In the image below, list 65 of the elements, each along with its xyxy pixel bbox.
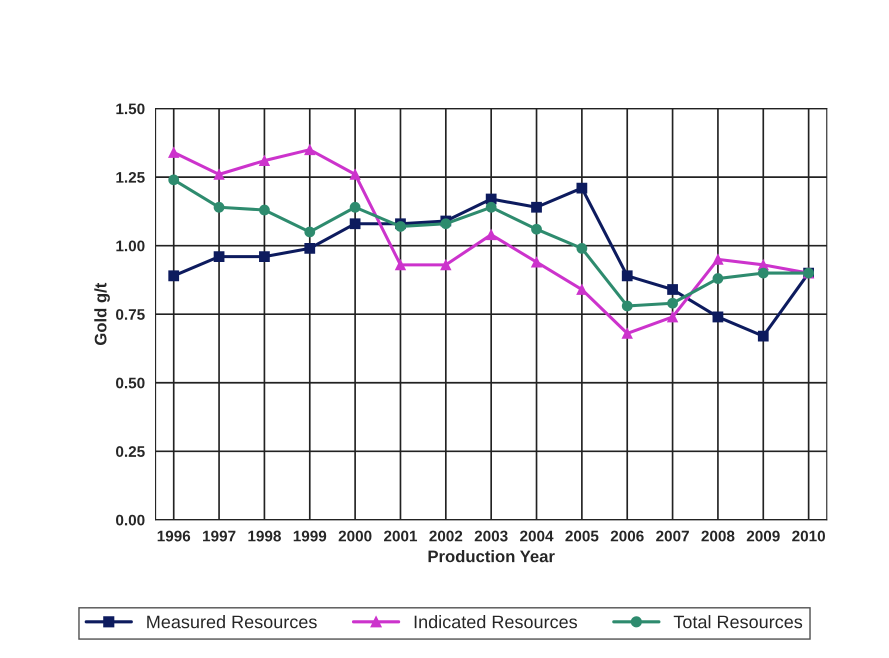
point (304, 144, 316, 156)
point (667, 298, 678, 309)
point (395, 221, 406, 232)
x-axis-title: Production Year (428, 550, 555, 562)
point (259, 155, 270, 166)
point (486, 202, 497, 213)
point (622, 328, 633, 339)
x-tick-label: 2002 (429, 530, 462, 542)
x-tick-label: 1996 (158, 530, 190, 542)
point (259, 204, 270, 216)
point (350, 202, 360, 213)
x-tick-label: 2010 (792, 530, 825, 542)
legend-label: Total Resources (674, 615, 802, 628)
y-tick-label: 1.00 (116, 240, 145, 252)
point (304, 243, 316, 254)
y-tick-label: 0.25 (116, 446, 145, 457)
y-tick-label: 0.50 (116, 378, 145, 388)
point (712, 254, 724, 265)
point (395, 259, 406, 270)
x-tick-label: 1998 (248, 530, 281, 542)
point (758, 268, 769, 278)
point (667, 312, 678, 322)
point (350, 218, 360, 230)
y-axis-title: Gold g/t (94, 282, 110, 345)
x-tick-label: 2009 (746, 530, 780, 542)
point (622, 270, 633, 282)
y-tick-label: 0.75 (116, 309, 145, 320)
x-tick-label: 2006 (610, 530, 644, 542)
x-tick-label: 2007 (656, 530, 689, 542)
legend-label: Indicated Resources (414, 615, 578, 628)
point (486, 229, 497, 240)
point (712, 312, 724, 322)
point (168, 147, 180, 158)
point (576, 243, 588, 254)
y-tick-label: 0.00 (116, 514, 145, 526)
point (350, 168, 360, 180)
point (304, 226, 316, 238)
point (214, 202, 224, 213)
x-tick-label: 1997 (203, 530, 236, 542)
point (531, 224, 542, 235)
point (712, 273, 724, 284)
x-tick-label: 2003 (474, 530, 508, 542)
point (758, 330, 769, 342)
legend-label: Measured Resources (147, 615, 317, 628)
point (440, 259, 452, 270)
point (214, 168, 224, 180)
point (531, 202, 542, 213)
point (440, 218, 452, 230)
point (259, 251, 270, 262)
x-tick-label: 2008 (701, 530, 734, 542)
point (531, 256, 542, 268)
x-tick-label: 2000 (338, 530, 372, 542)
point (622, 300, 633, 312)
point (214, 251, 224, 262)
x-tick-label: 2005 (565, 530, 598, 542)
point (168, 174, 180, 186)
point (168, 270, 180, 282)
y-tick-label: 1.25 (116, 172, 145, 183)
point (667, 284, 678, 295)
x-tick-label: 1999 (294, 530, 326, 542)
x-tick-label: 2001 (384, 530, 418, 542)
y-tick-label: 1.50 (116, 103, 145, 114)
x-tick-label: 2004 (520, 530, 554, 542)
point (576, 284, 588, 295)
point (576, 182, 588, 194)
